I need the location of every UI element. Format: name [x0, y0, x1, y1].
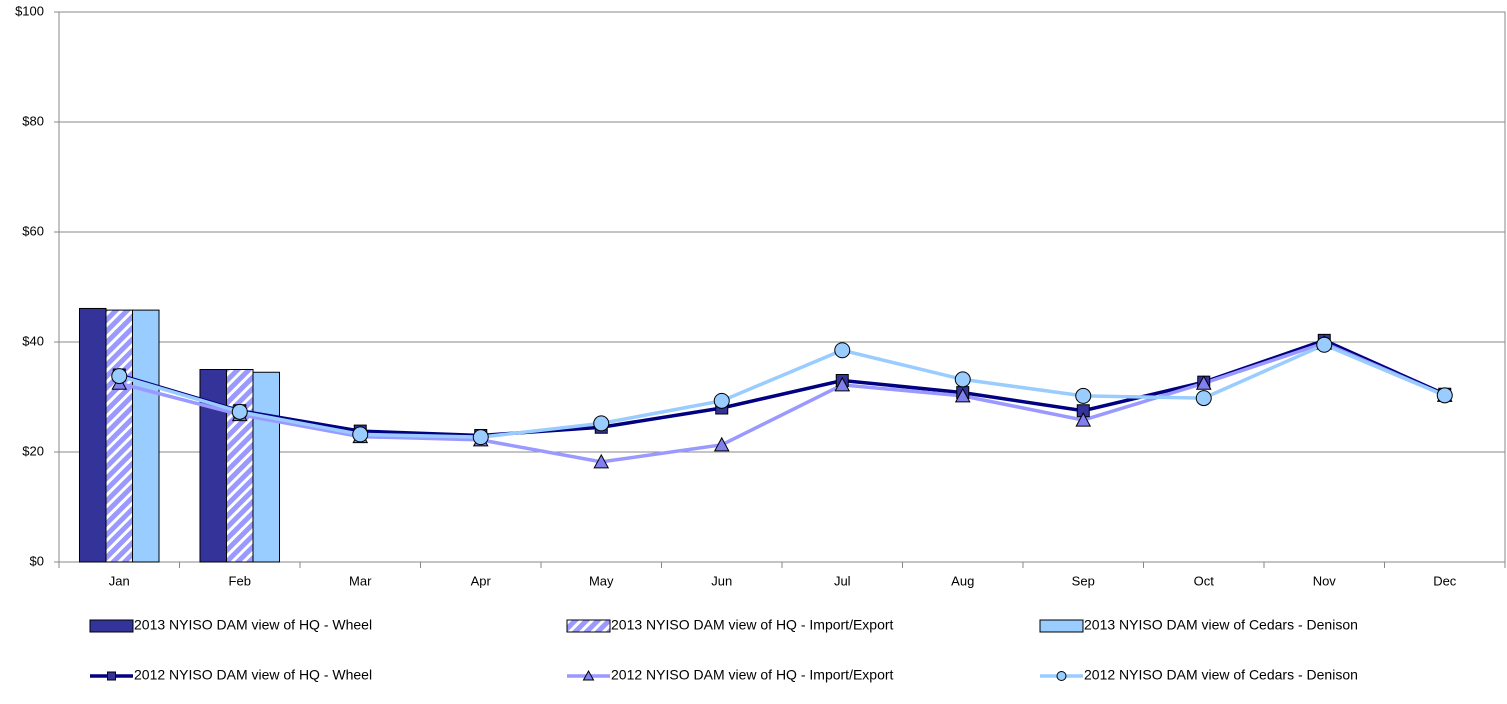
- line-marker: [834, 342, 851, 359]
- line-marker: [352, 426, 369, 443]
- line-marker: [111, 368, 128, 385]
- x-tick-label: Oct: [1194, 573, 1215, 588]
- x-tick-label: Jun: [711, 573, 732, 588]
- line-marker: [1316, 336, 1333, 353]
- x-tick-label: Jan: [109, 573, 130, 588]
- y-tick-label: $40: [22, 333, 44, 348]
- line-marker: [1075, 412, 1092, 427]
- line-marker: [593, 453, 610, 469]
- bar: [78, 307, 107, 563]
- x-tick-label: Dec: [1433, 573, 1457, 588]
- legend-label: 2012 NYISO DAM view of Cedars - Denison: [1084, 667, 1358, 683]
- x-tick-label: Nov: [1313, 573, 1337, 588]
- x-tick-label: Jul: [834, 573, 851, 588]
- legend-label: 2013 NYISO DAM view of Cedars - Denison: [1084, 617, 1358, 633]
- bar: [225, 369, 254, 563]
- line-marker: [1075, 387, 1092, 404]
- line-marker: [713, 436, 730, 452]
- x-tick-label: Sep: [1072, 573, 1095, 588]
- line-marker: [472, 429, 489, 446]
- x-tick-label: Mar: [349, 573, 372, 588]
- line-marker: [1436, 387, 1453, 404]
- bar: [132, 309, 160, 563]
- legend-marker: [107, 671, 116, 681]
- legend-swatch: [1039, 619, 1084, 633]
- line-marker: [713, 392, 730, 409]
- line-marker: [834, 376, 851, 392]
- x-tick-label: May: [589, 573, 614, 588]
- line-marker: [593, 415, 610, 432]
- bar: [105, 309, 134, 563]
- legend-swatch: [566, 619, 611, 633]
- y-tick-label: $20: [22, 443, 44, 458]
- legend-label: 2013 NYISO DAM view of HQ - Wheel: [134, 617, 372, 633]
- legend-label: 2012 NYISO DAM view of HQ - Wheel: [134, 667, 372, 683]
- x-tick-label: Aug: [951, 573, 974, 588]
- bar: [252, 371, 281, 563]
- line-marker: [954, 387, 971, 403]
- y-tick-label: $100: [15, 3, 44, 18]
- line: [118, 338, 1446, 438]
- legend-marker: [582, 669, 595, 681]
- line: [118, 341, 1446, 464]
- line-marker: [1195, 375, 1212, 390]
- line-marker: [1195, 390, 1212, 407]
- line: [118, 342, 1446, 439]
- y-tick-label: $80: [22, 113, 44, 128]
- legend-swatch: [89, 619, 134, 633]
- line-marker: [954, 371, 971, 388]
- line-marker: [231, 403, 248, 420]
- x-tick-label: Apr: [471, 573, 492, 588]
- y-tick-label: $60: [22, 223, 44, 238]
- y-tick-label: $0: [30, 553, 44, 568]
- legend-label: 2012 NYISO DAM view of HQ - Import/Expor…: [611, 667, 894, 683]
- legend-label: 2013 NYISO DAM view of HQ - Import/Expor…: [611, 617, 894, 633]
- legend-marker: [1056, 671, 1067, 681]
- x-tick-label: Feb: [229, 573, 251, 588]
